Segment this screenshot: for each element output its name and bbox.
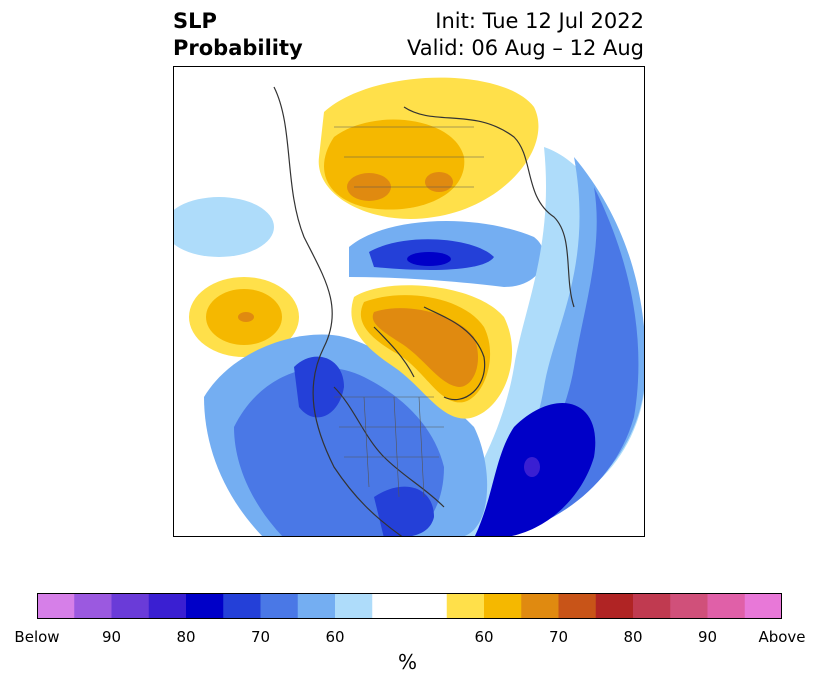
colorbar-unit: % [398,650,418,674]
colorbar-segment [74,593,112,619]
tick-90-below: 90 [101,628,122,646]
colorbar-ticks: Below 90 80 70 60 60 70 80 90 Above [14,628,805,648]
tick-60-below: 60 [325,628,345,646]
colorbar-svg [37,593,782,619]
tick-70-below: 70 [250,628,271,646]
colorbar-segment [558,593,597,619]
tick-above: Above [758,628,806,646]
colorbar-segment [372,593,410,619]
colorbar-segment [744,593,782,619]
colorbar-segment [633,593,671,619]
colorbar [37,593,782,619]
colorbar-segment [335,593,373,619]
colorbar-border [37,593,782,619]
colorbar-segment [111,593,150,619]
tick-60-above: 60 [474,628,494,646]
title-probability: Probability [173,36,303,60]
tick-70-above: 70 [548,628,569,646]
colorbar-segment [707,593,746,619]
colorbar-segment [409,593,448,619]
colorbar-segment [186,593,224,619]
colorbar-segment [521,593,559,619]
colorbar-segment [297,593,336,619]
arctic-above-inner [372,308,479,387]
title-slp: SLP [173,9,217,33]
map-panel [173,66,645,537]
colorbar-segment [148,593,187,619]
colorbar-segment [446,593,485,619]
tick-80-above: 80 [623,628,643,646]
pacific-below-area [174,197,274,257]
colorbar-segment [37,593,75,619]
colorbar-segment [670,593,708,619]
valid-range: Valid: 06 Aug – 12 Aug [406,36,644,60]
colorbar-segment [595,593,634,619]
namerica-below-core [294,356,344,418]
colorbar-segment [223,593,261,619]
borders [334,126,484,498]
map-svg [174,77,644,536]
colorbar-segment [484,593,522,619]
tick-below: Below [14,628,60,646]
title-left: SLP Probability [173,8,303,62]
init-date: Init: Tue 12 Jul 2022 [435,9,644,33]
east-below-core [484,187,639,536]
pacific-above-inner [238,312,254,322]
title-right: Init: Tue 12 Jul 2022 Valid: 06 Aug – 12… [407,8,644,62]
arctic-below-inner [407,252,451,266]
east-below-deepest [524,457,540,477]
colorbar-segment [260,593,299,619]
eurasia-above-core [324,119,465,210]
eurasia-above-inner2 [425,172,453,192]
tick-90-above: 90 [697,628,718,646]
tick-80-below: 80 [176,628,196,646]
namerica-below-deep [374,486,434,536]
